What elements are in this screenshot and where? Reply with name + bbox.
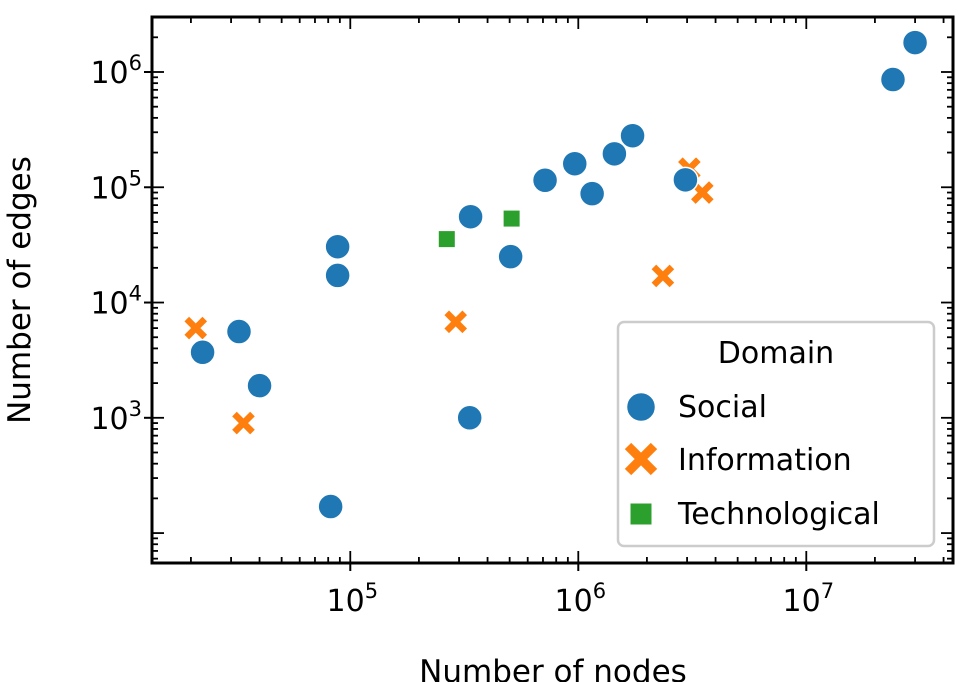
x-tick-label: 106 [555, 579, 607, 619]
point-technological [502, 209, 521, 228]
point-technological [437, 230, 456, 249]
point-social [619, 122, 646, 149]
point-social [901, 29, 929, 56]
point-social [601, 140, 628, 168]
y-tick-label: 105 [90, 166, 142, 206]
point-social [324, 233, 351, 260]
legend-label-social: Social [678, 390, 767, 425]
legend-title: Domain [718, 336, 834, 371]
legend-label-technological: Technological [677, 497, 880, 532]
point-social [317, 493, 344, 520]
y-tick-label: 106 [90, 51, 142, 91]
data-points [184, 29, 929, 520]
legend: Domain Social Information Technological [616, 320, 936, 548]
point-social [578, 180, 606, 207]
x-axis-label: Number of nodes [419, 654, 687, 682]
point-social [879, 66, 907, 93]
legend-box [616, 320, 936, 548]
y-tick-label: 104 [90, 282, 142, 322]
point-social [531, 167, 559, 194]
point-social [561, 150, 589, 177]
point-social [246, 372, 273, 399]
point-social [672, 166, 699, 194]
point-social [189, 339, 216, 366]
x-tick-label: 107 [783, 579, 835, 619]
point-information [184, 316, 208, 340]
legend-marker-information [624, 442, 658, 476]
point-social [457, 203, 484, 230]
point-information [232, 411, 255, 435]
point-information [651, 264, 675, 288]
legend-marker-technological [629, 502, 653, 526]
point-social [225, 318, 253, 345]
point-social [456, 404, 483, 432]
point-information [444, 310, 468, 334]
point-social [324, 262, 351, 289]
y-axis-label: Number of edges [2, 156, 38, 424]
tick-labels: 105 106 107 103 104 105 106 [90, 51, 834, 619]
legend-marker-social [625, 391, 657, 423]
y-tick-label: 103 [90, 397, 142, 437]
plot-frame [150, 15, 955, 565]
point-social [497, 243, 524, 270]
x-tick-label: 105 [327, 579, 379, 619]
legend-label-information: Information [678, 443, 852, 478]
